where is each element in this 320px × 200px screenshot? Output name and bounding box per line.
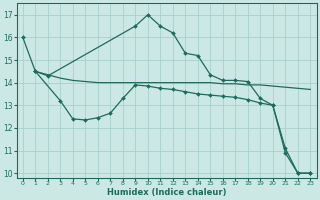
X-axis label: Humidex (Indice chaleur): Humidex (Indice chaleur) bbox=[107, 188, 226, 197]
